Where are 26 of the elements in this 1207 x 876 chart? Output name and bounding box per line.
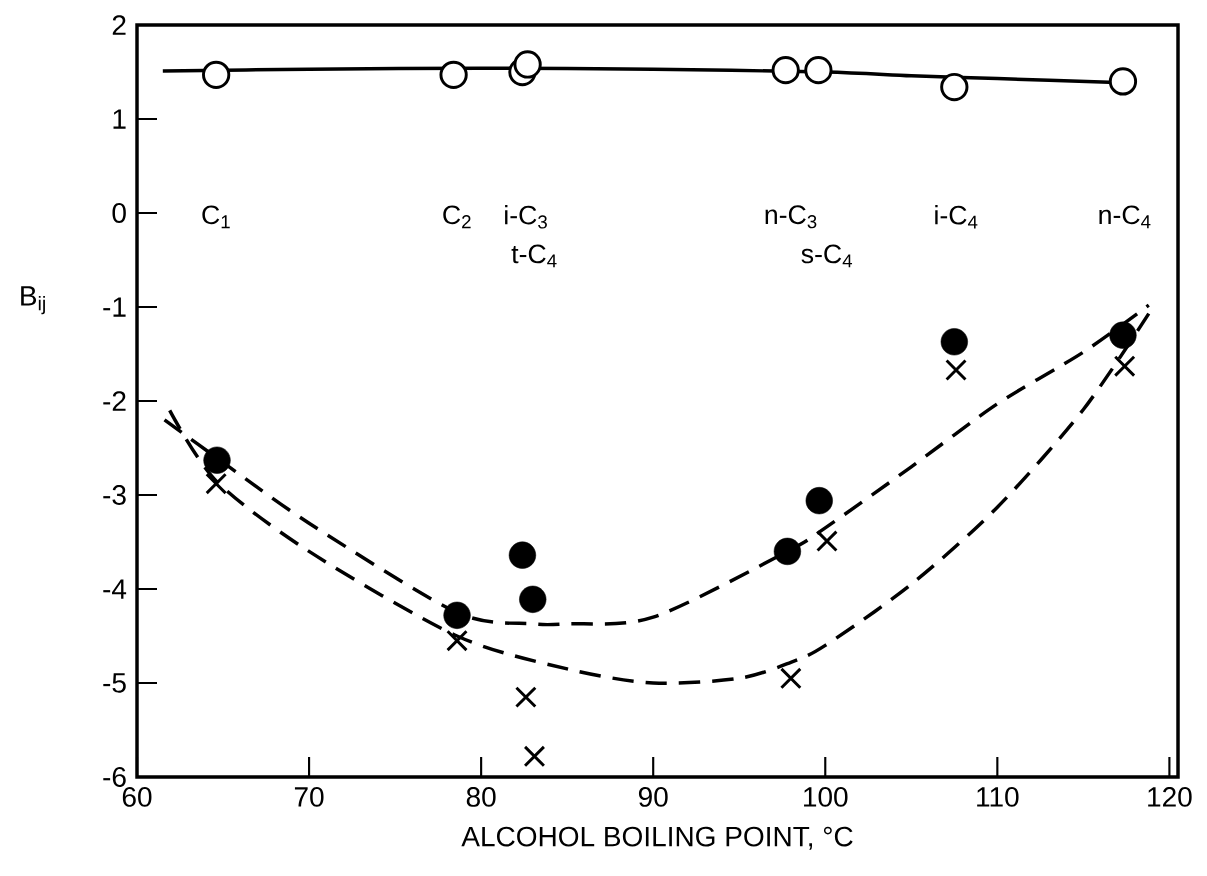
x-tick-label: 100	[804, 787, 848, 807]
y-tick-label: -5	[103, 673, 126, 693]
y-tick-label: 1	[113, 109, 126, 129]
y-tick-label: -3	[103, 485, 126, 505]
x-tick-label: 80	[466, 787, 496, 807]
y-tick-label: 2	[112, 15, 126, 35]
annotation: s-C$_{4}$	[801, 244, 853, 268]
y-tick-label: -4	[103, 579, 127, 599]
annotation: C$_{1}$	[202, 205, 230, 229]
x-tick-label: 120	[1148, 787, 1192, 807]
x-tick-label: 60	[122, 787, 152, 807]
annotation: i-C$_{4}$	[935, 205, 978, 229]
x-tick-label: 110	[977, 787, 1019, 807]
annotation: C$_{2}$	[443, 205, 471, 229]
x-tick-label: 90	[638, 787, 668, 807]
y-tick-label: -6	[103, 767, 126, 787]
x-axis-title: ALCOHOL BOILING POINT, °C	[461, 826, 853, 850]
annotation: i-C$_{3}$	[505, 204, 547, 229]
annotation: n-C$_{4}$	[1099, 205, 1151, 229]
y-tick-label: -1	[103, 297, 126, 317]
annotation: n-C$_{3}$	[765, 205, 817, 229]
annotation: t-C$_{4}$	[511, 244, 557, 268]
y-tick-label: 0	[112, 203, 126, 223]
y-axis-title: B$_{ij}$	[21, 286, 45, 315]
x-tick-label: 70	[294, 787, 324, 807]
y-tick-label: -2	[103, 391, 126, 411]
